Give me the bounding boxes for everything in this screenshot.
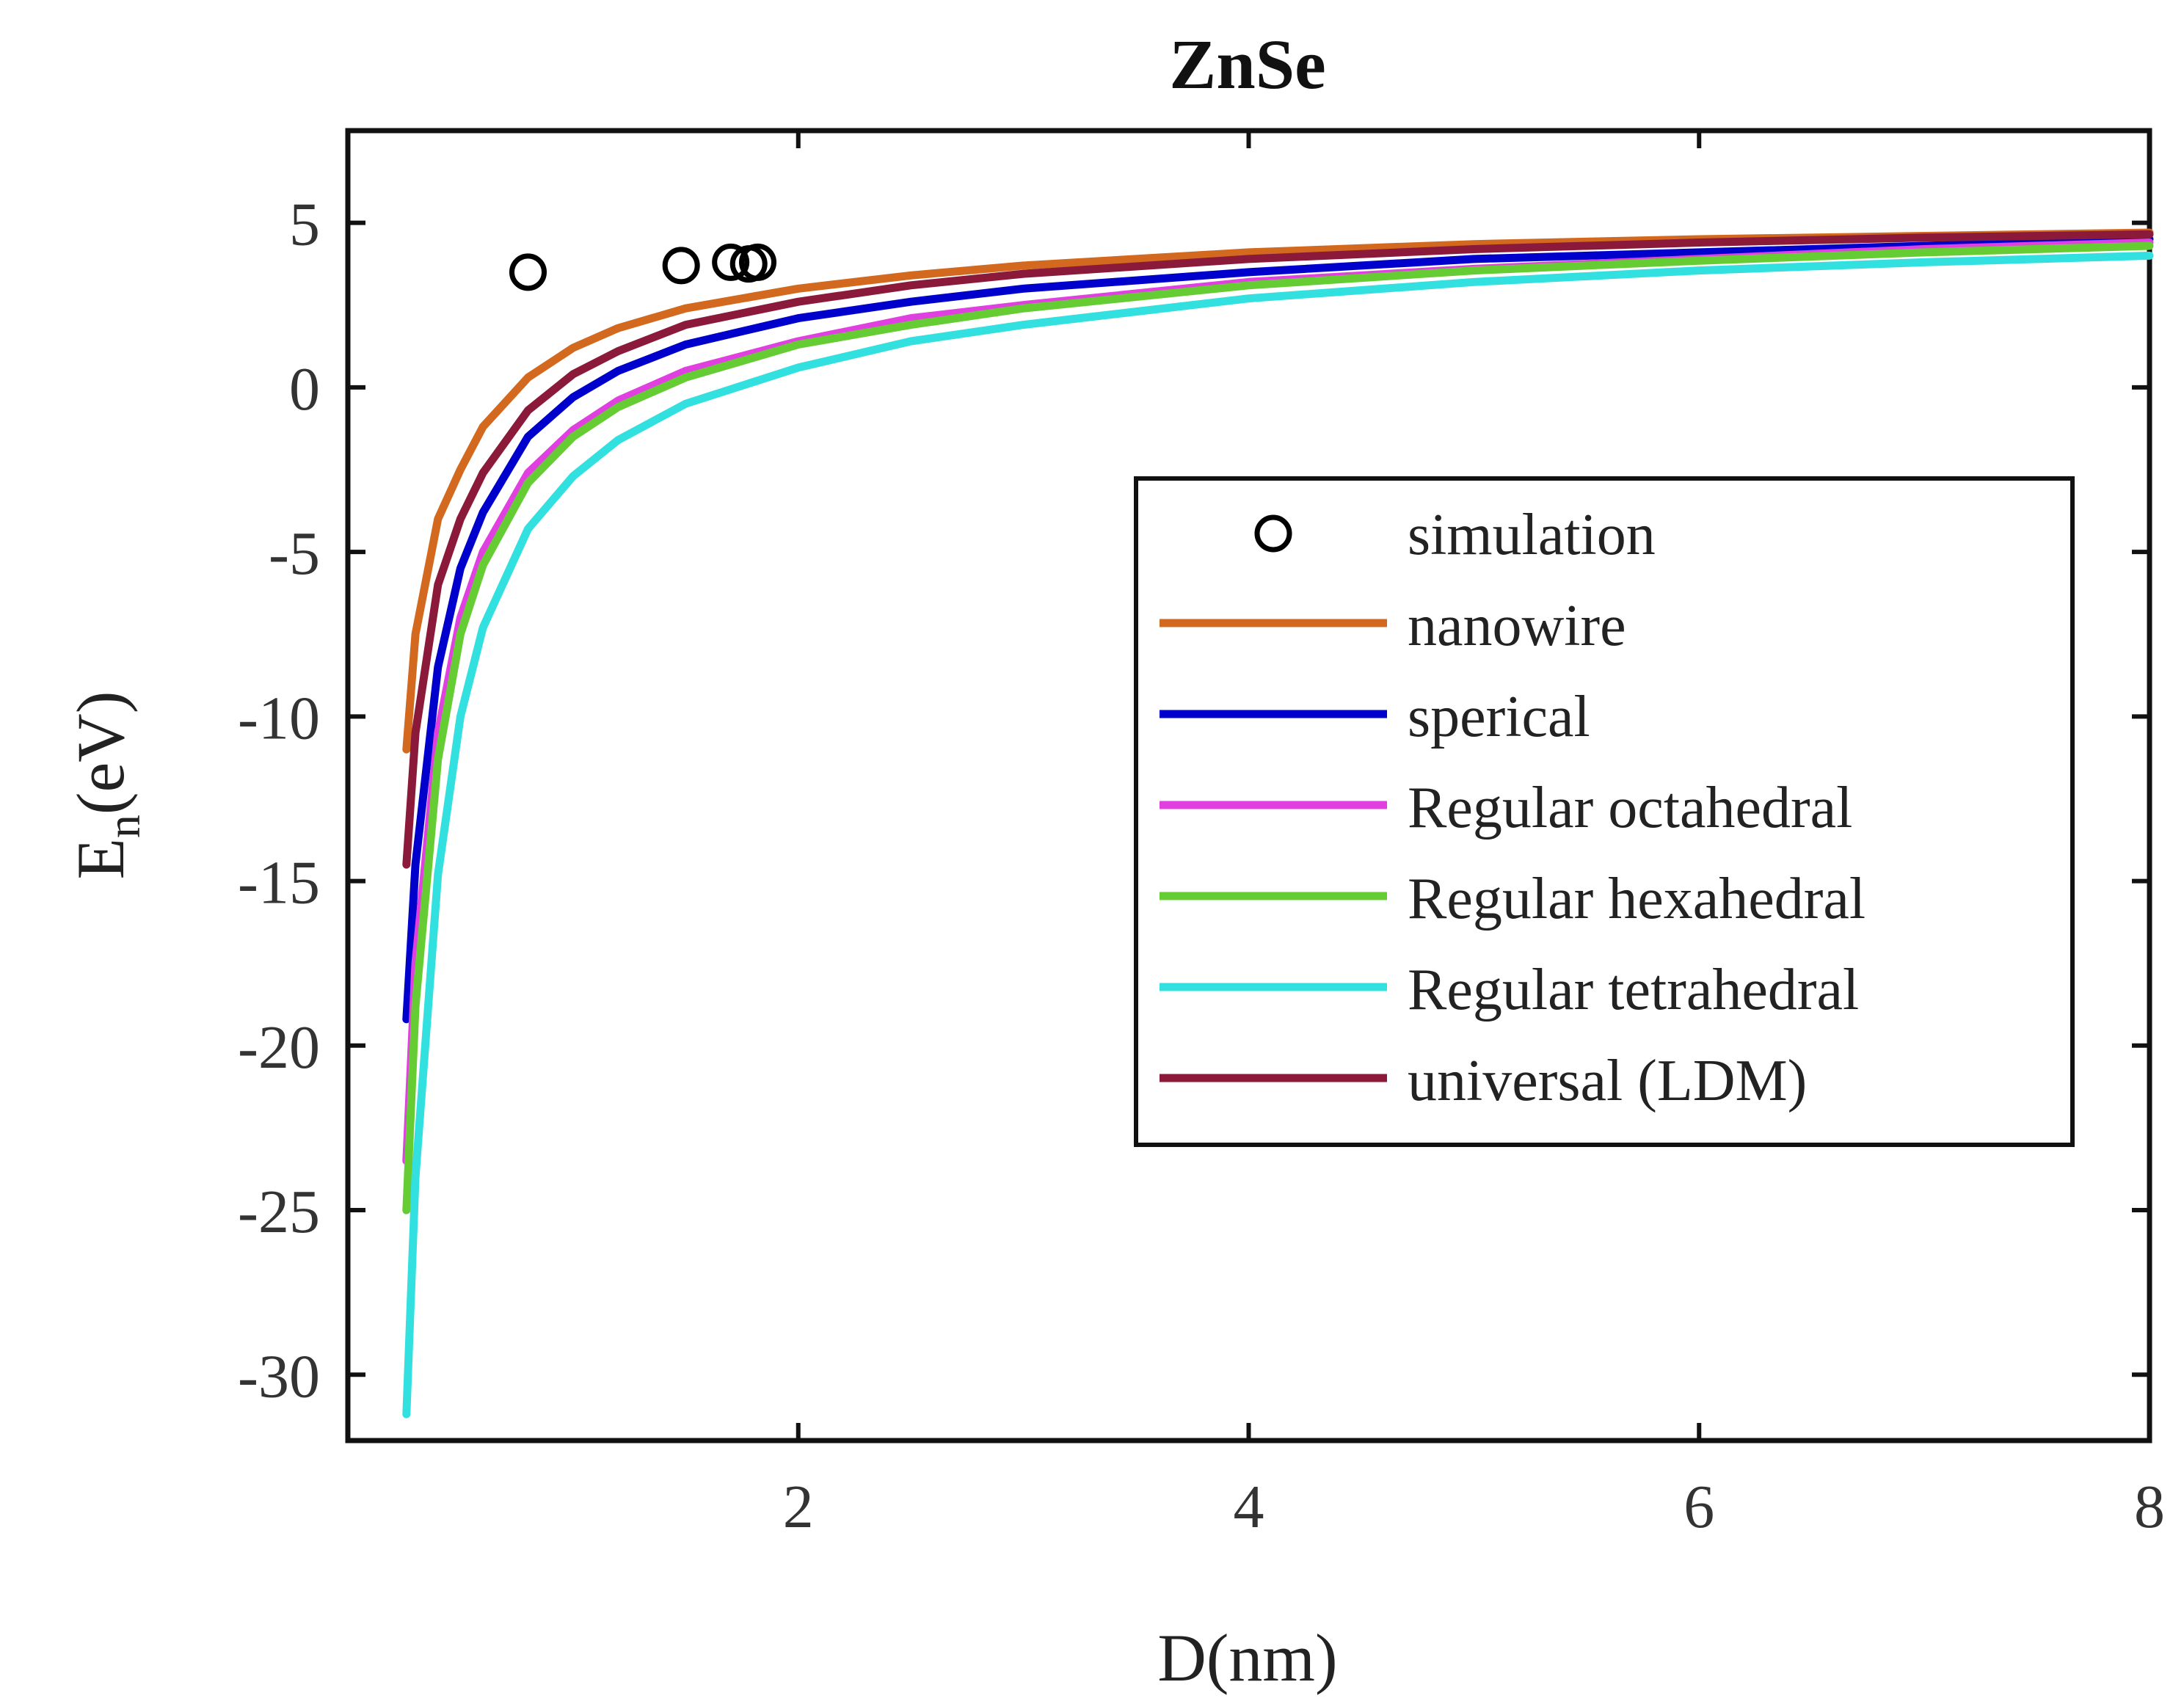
- legend-label: nanowire: [1408, 594, 1626, 658]
- series-line-universal-ldm: [402, 230, 2154, 869]
- y-axis-label-unit: (eV): [63, 691, 138, 815]
- y-axis-label-main: E: [63, 838, 138, 879]
- plot-area: [345, 128, 2154, 1443]
- y-axis-label: En(eV): [63, 691, 150, 880]
- legend-box: [1134, 476, 2075, 1147]
- series-layer: [402, 228, 2154, 1419]
- x-tick-label: 2: [783, 1473, 814, 1541]
- legend-item-universal-ldm: universal (LDM): [1160, 1049, 1807, 1113]
- simulation-point: [662, 247, 700, 285]
- legend-item-regular-octahedral: Regular octahedral: [1160, 776, 1852, 840]
- series-line-regular-tetrahedral: [402, 251, 2154, 1419]
- x-tick-label: 8: [2134, 1473, 2165, 1541]
- simulation-point: [712, 243, 750, 281]
- series-line-sperical: [402, 235, 2154, 1024]
- series-line-nanowire: [402, 228, 2154, 754]
- simulation-point: [739, 243, 777, 281]
- x-tick-label: 6: [1684, 1473, 1714, 1541]
- svg-text:En(eV): En(eV): [63, 691, 150, 880]
- y-tick-label: 0: [289, 355, 320, 423]
- legend-label: simulation: [1408, 503, 1656, 567]
- y-tick-label: -5: [269, 520, 320, 588]
- legend-marker: [1254, 514, 1292, 553]
- simulation-points: [509, 243, 777, 291]
- y-tick-label: -20: [238, 1013, 320, 1082]
- axis-ticks: 2 4 6 8 5 0 -5 -10 -15 -20 -25 -30: [238, 131, 2165, 1541]
- legend-item-nanowire: nanowire: [1160, 594, 1626, 658]
- x-tick-label: 4: [1234, 1473, 1264, 1541]
- simulation-point: [509, 253, 547, 291]
- legend: simulation nanowire sperical Regular octahe…: [1134, 476, 2075, 1147]
- y-axis-label-sub: n: [98, 815, 150, 838]
- legend-label: Regular hexahedral: [1408, 867, 1866, 931]
- y-tick-label: -30: [238, 1342, 320, 1410]
- legend-label: Regular octahedral: [1408, 776, 1852, 840]
- legend-label: Regular tetrahedral: [1408, 958, 1859, 1022]
- legend-label: sperical: [1408, 685, 1590, 749]
- legend-item-regular-hexahedral: Regular hexahedral: [1160, 867, 1866, 931]
- legend-item-sperical: sperical: [1160, 685, 1590, 749]
- legend-items: simulation nanowire sperical Regular octahe…: [1160, 503, 1866, 1113]
- legend-item-simulation: simulation: [1254, 503, 1656, 567]
- legend-label: universal (LDM): [1408, 1049, 1807, 1113]
- y-tick-label: -15: [238, 849, 320, 917]
- y-tick-label: -10: [238, 684, 320, 752]
- x-axis-label: D(nm): [1157, 1620, 1337, 1695]
- series-line-regular-hexahedral: [402, 241, 2154, 1215]
- chart-title: ZnSe: [1169, 25, 1325, 103]
- y-tick-label: 5: [289, 191, 320, 259]
- y-tick-label: -25: [238, 1178, 320, 1246]
- legend-item-regular-tetrahedral: Regular tetrahedral: [1160, 958, 1859, 1022]
